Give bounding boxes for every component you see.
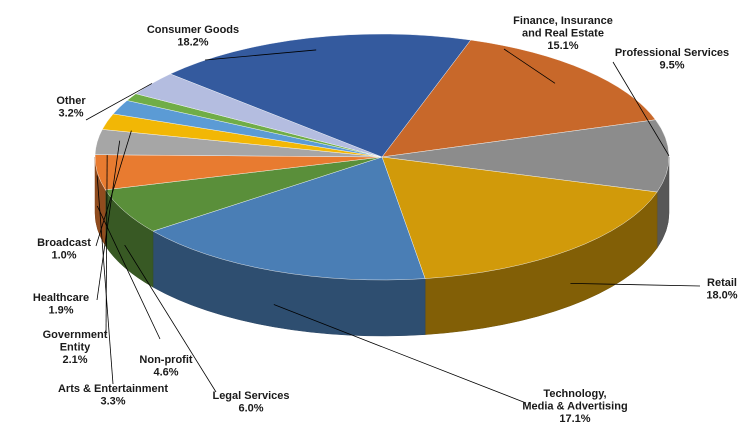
slice-retail [381,156,658,279]
leader-finance-insurance-and-real-estate [503,48,556,84]
label-broadcast: Broadcast 1.0% [37,237,91,262]
slice-labels: Finance, Insurance and Real Estate 15.1%Pr… [33,15,738,425]
label-healthcare: Healthcare 1.9% [33,292,89,317]
leader-lines [85,48,701,404]
label-retail: Retail 18.0% [706,277,737,302]
label-arts-entertainment: Arts & Entertainment 3.3% [58,383,168,408]
leader-legal-services [124,244,217,393]
label-government-entity: Government Entity 2.1% [43,329,108,366]
label-other: Other 3.2% [56,95,86,120]
label-legal-services: Legal Services 6.0% [212,390,289,415]
leader-professional-services [612,61,670,157]
label-professional-services: Professional Services 9.5% [615,47,729,72]
leader-arts-entertainment [96,175,114,385]
label-finance-insurance-and-real-estate: Finance, Insurance and Real Estate 15.1% [513,15,613,52]
label-consumer-goods: Consumer Goods 18.2% [147,24,239,49]
label-technology-media-advertising: Technology, Media & Advertising 17.1% [522,388,627,425]
slice-consumer-goods [169,33,472,158]
label-non-profit: Non-profit 4.6% [139,354,192,379]
slice-finance-insurance-and-real-estate [381,39,656,158]
leader-consumer-goods [204,49,317,61]
slice-technology-media-advertising [152,156,426,281]
leader-non-profit [96,205,161,340]
leader-technology-media-advertising [273,304,527,404]
leader-healthcare [96,140,121,301]
leader-retail [570,282,701,287]
leader-broadcast [95,130,132,247]
leader-government-entity [105,155,108,336]
pie-tops [94,33,670,281]
leader-other [85,83,153,121]
